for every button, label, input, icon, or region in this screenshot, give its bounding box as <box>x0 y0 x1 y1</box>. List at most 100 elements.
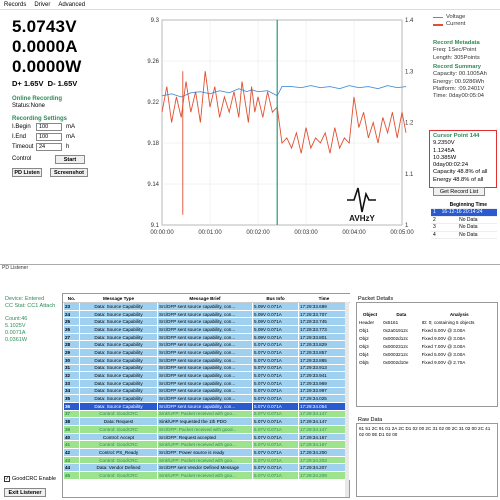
goodcrc-checkbox[interactable]: ✓ GoodCRC Enable <box>4 476 57 482</box>
message-row[interactable]: 43 Control: GoodCRC Sink/UFP: Packet recei… <box>63 455 350 465</box>
message-cell-brief: Src/DFP sent Vendor Defined Message <box>157 463 253 473</box>
timeout-input[interactable]: 24 <box>36 143 62 151</box>
y-right-tick-label: 1 <box>405 223 409 229</box>
message-row[interactable]: 24 Data: Source Capability Src/DFP sent so… <box>63 309 350 319</box>
message-cell-no: 33 <box>63 378 80 388</box>
iend-input[interactable]: 100 <box>36 133 62 141</box>
message-row[interactable]: 44 Data: Vendor Defined Src/DFP sent Vendo… <box>63 463 350 473</box>
message-row[interactable]: 35 Data: Source Capability Src/DFP sent so… <box>63 394 350 403</box>
legend-current-swatch <box>433 24 443 26</box>
packet-row[interactable]: Obj5 0x0002d10e Fixed 9.00V @ 2.70A <box>358 358 498 366</box>
message-cell-bus: 5.07V 0.071A <box>252 440 299 450</box>
message-row[interactable]: 28 Data: Source Capability Src/DFP sent so… <box>63 340 350 350</box>
message-scrollbar[interactable] <box>345 302 349 497</box>
message-table: No. Message Type Message Brief Bus Info … <box>63 294 350 480</box>
record-list-row[interactable]: 1 16-12-16 20:14:24 <box>431 208 497 217</box>
pd-power: 0.0361W <box>5 337 28 343</box>
message-row[interactable]: 32 Data: Source Capability Src/DFP sent so… <box>63 371 350 380</box>
message-cell-no: 45 <box>63 471 80 480</box>
pd-listen-button[interactable]: PD Listen <box>12 168 42 177</box>
message-cell-brief: Src/DFP sent source capability, con... <box>157 355 253 365</box>
metadata-length: Length: 305Points <box>433 54 480 61</box>
message-row[interactable]: 38 Data: Request Sink/UFP requested the 1t… <box>63 417 350 426</box>
packet-cell: Fixed 5.00V @ 3.00A <box>421 327 466 333</box>
screenshot-button[interactable]: Screenshot <box>50 168 88 177</box>
message-row[interactable]: 30 Data: Source Capability Src/DFP sent so… <box>63 355 350 365</box>
pd-voltage: 5.1025V <box>5 323 26 329</box>
x-tick-label: 00:04:00 <box>342 230 366 236</box>
record-list-row[interactable]: 2 No Data <box>431 216 497 224</box>
message-cell-time: 17:29:33.885 <box>298 355 350 365</box>
message-row[interactable]: 27 Data: Source Capability Src/DFP sent so… <box>63 332 350 342</box>
message-cell-time: 17:29:33.689 <box>298 302 350 311</box>
message-row[interactable]: 29 Data: Source Capability Src/DFP sent so… <box>63 348 350 357</box>
message-cell-no: 35 <box>63 394 80 403</box>
x-tick-label: 00:01:00 <box>198 230 222 236</box>
message-row[interactable]: 23 Data: Source Capability Src/DFP sent so… <box>63 302 350 311</box>
record-list-row[interactable]: 4 No Data <box>431 231 497 239</box>
message-cell-brief: Src/DFP sent source capability, con... <box>157 340 253 350</box>
chart-legend: Voltage Current <box>433 14 465 29</box>
cursor-power: 10.385W <box>433 154 457 161</box>
message-cell-brief: Src/DFP sent source capability, con... <box>157 309 253 319</box>
message-cell-brief: Src/DFP sent source capability, con... <box>157 378 253 388</box>
col-time[interactable]: Time <box>298 294 350 303</box>
dplus-reading: D+ 1.65V D- 1.65V <box>12 79 78 88</box>
message-row[interactable]: 41 Control: GoodCRC Sink/UFP: Packet recei… <box>63 440 350 450</box>
packet-row[interactable]: Obj4 0x0003212c Fixed 5.00V @ 3.00A <box>358 350 498 358</box>
message-cell-brief: Sink/UFP requested the 1th PDO <box>157 417 253 426</box>
record-list-row[interactable]: 3 No Data <box>431 223 497 232</box>
message-cell-brief: Sink/UFP: Packet received with goo... <box>157 409 253 419</box>
exit-listener-button[interactable]: Exit Listener <box>4 488 46 497</box>
packet-col-data: Data <box>396 311 407 317</box>
menu-bar: Records Driver Advanced <box>0 0 500 10</box>
packet-cell: Header <box>359 319 375 325</box>
menu-records[interactable]: Records <box>4 1 27 8</box>
message-cell-type: Data: Source Capability <box>79 371 158 380</box>
packet-cell: Fixed 9.00V @ 2.70A <box>421 359 466 365</box>
cursor-current: 1.1245A <box>433 147 455 154</box>
message-cell-brief: Src/DFP sent source capability, con... <box>157 371 253 380</box>
packet-row[interactable]: Obj3 0x0002312c Fixed 7.00V @ 3.00A <box>358 342 498 350</box>
packet-cell: Obj5 <box>359 359 369 365</box>
y-right-tick-label: 1.2 <box>405 121 414 127</box>
message-cell-type: Control: GoodCRC <box>79 471 158 480</box>
message-row[interactable]: 25 Data: Source Capability Src/DFP sent so… <box>63 317 350 327</box>
message-row[interactable]: 26 Data: Source Capability Src/DFP sent so… <box>63 325 350 334</box>
message-cell-type: Data: Source Capability <box>79 394 158 403</box>
message-row[interactable]: 33 Data: Source Capability Src/DFP sent so… <box>63 378 350 388</box>
message-row[interactable]: 40 Control: Accept Src/DFP: Request accept… <box>63 432 350 442</box>
y-left-tick-label: 9.18 <box>147 141 159 147</box>
message-cell-bus: 5.07V 0.071A <box>252 425 299 434</box>
packet-row[interactable]: Obj1 0x2a01912c Fixed 5.00V @ 3.00A <box>358 326 498 334</box>
avhzy-logo-icon <box>347 187 376 213</box>
packet-cell: 0x0002d10e <box>383 359 409 365</box>
message-cell-brief: Src/DFP: Packet received with good... <box>157 425 253 434</box>
record-chart[interactable]: 9.1 9.14 9.18 9.22 9.26 9.3 1 1.1 1.2 1.3 1.4 00:00… <box>140 14 424 244</box>
message-cell-bus: 5.07V 0.071A <box>252 409 299 419</box>
col-bus-info[interactable]: Bus Info <box>252 294 299 303</box>
message-row[interactable]: 39 Control: GoodCRC Src/DFP: Packet receiv… <box>63 425 350 434</box>
menu-driver[interactable]: Driver <box>34 1 51 8</box>
ibegin-input[interactable]: 100 <box>36 123 62 131</box>
message-row[interactable]: 37 Control: GoodCRC Sink/UFP: Packet recei… <box>63 409 350 419</box>
message-cell-bus: 5.07V 0.071A <box>252 348 299 357</box>
get-record-list-button[interactable]: Get Record List <box>433 187 485 196</box>
message-cell-no: 40 <box>63 432 80 442</box>
message-cell-bus: 5.07V 0.071A <box>252 417 299 426</box>
message-row[interactable]: 42 Control: PS_Ready Src/DFP: Power source… <box>63 448 350 457</box>
packet-row[interactable]: Obj2 0x0002d12c Fixed 9.00V @ 3.00A <box>358 334 498 342</box>
message-cell-brief: Src/DFP sent source capability, con... <box>157 332 253 342</box>
menu-advanced[interactable]: Advanced <box>58 1 86 8</box>
start-button[interactable]: Start <box>55 155 85 164</box>
col-no[interactable]: No. <box>63 294 80 303</box>
message-row[interactable]: 34 Data: Source Capability Src/DFP sent so… <box>63 386 350 396</box>
packet-row[interactable]: Header 0x5161 ID: 0; containing 5 objects <box>358 318 498 326</box>
message-cell-time: 17:29:33.801 <box>298 332 350 342</box>
message-row[interactable]: 31 Data: Source Capability Src/DFP sent so… <box>63 363 350 373</box>
col-message-brief[interactable]: Message Brief <box>157 294 253 303</box>
message-row[interactable]: 45 Control: GoodCRC Sink/UFP: Packet recei… <box>63 471 350 480</box>
message-row[interactable]: 36 Data: Source Capability Src/DFP sent so… <box>63 401 350 411</box>
power-reading: 0.0000W <box>12 57 82 76</box>
col-message-type[interactable]: Message Type <box>79 294 158 303</box>
